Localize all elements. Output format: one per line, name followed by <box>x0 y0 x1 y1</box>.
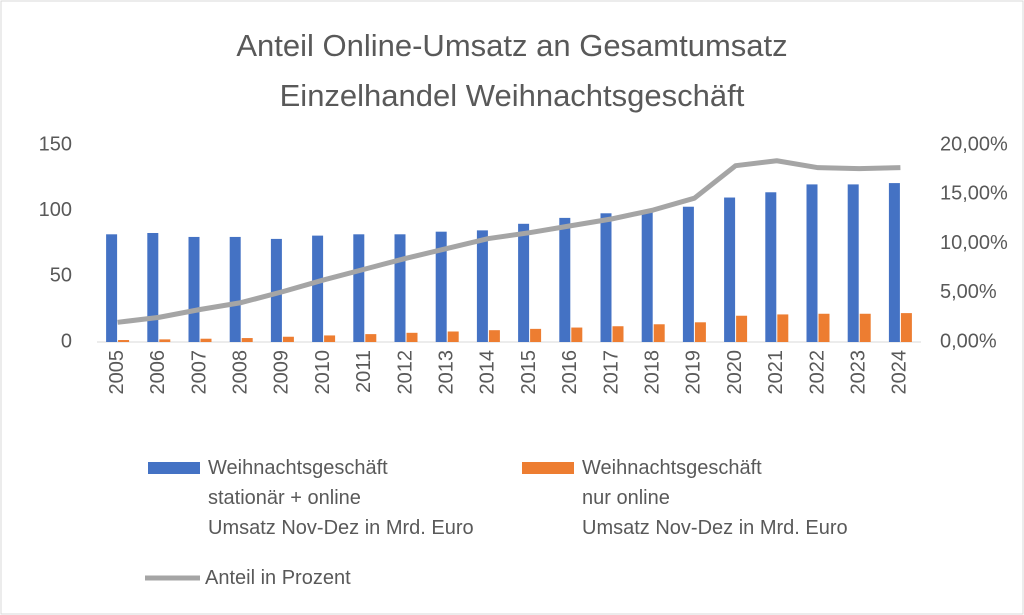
x-tick-label: 2019 <box>683 350 705 395</box>
x-tick-label: 2005 <box>106 350 128 395</box>
bar <box>818 313 830 342</box>
x-tick-label: 2009 <box>271 350 293 395</box>
bar <box>847 184 859 342</box>
bar <box>394 234 406 342</box>
bar <box>435 231 447 342</box>
bar <box>447 331 459 342</box>
x-tick-label: 2006 <box>147 350 169 395</box>
bar <box>406 332 418 342</box>
bar <box>806 184 818 342</box>
bar <box>530 328 542 342</box>
chart-title: Anteil Online-Umsatz an Gesamtumsatz <box>236 28 787 63</box>
legend-label: Weihnachtsgeschäft stationär + online Um… <box>208 457 474 539</box>
y2-tick-label: 20,00% <box>940 133 1008 155</box>
bar <box>777 314 789 342</box>
x-tick-label: 2011 <box>353 350 375 393</box>
bar <box>859 313 871 342</box>
bar <box>229 236 241 342</box>
bar <box>159 339 171 342</box>
y2-tick-label: 15,00% <box>940 183 1008 205</box>
x-tick-label: 2014 <box>477 350 499 395</box>
bar <box>476 230 488 342</box>
x-tick-label: 2010 <box>312 350 334 395</box>
y-tick-label: 100 <box>39 199 72 221</box>
bar <box>365 334 377 342</box>
chart-subtitle: Einzelhandel Weihnachtsgeschäft <box>280 78 745 113</box>
x-tick-label: 2023 <box>847 350 869 395</box>
bar <box>200 338 212 342</box>
bar <box>353 234 365 342</box>
line <box>117 158 901 325</box>
legend-label: Anteil in Prozent <box>205 567 351 589</box>
x-tick-label: 2021 <box>765 350 787 395</box>
x-tick-label: 2013 <box>435 350 457 395</box>
legend-swatch <box>148 462 200 474</box>
bar <box>559 217 571 342</box>
bar <box>900 313 912 342</box>
legend-label: Weihnachtsgeschäft nur online Umsatz Nov… <box>582 457 848 539</box>
y2-tick-label: 5,00% <box>940 281 997 303</box>
y2-tick-label: 0,00% <box>940 330 997 352</box>
bar <box>270 238 282 342</box>
bar <box>888 183 900 342</box>
bar <box>694 322 706 342</box>
bar <box>518 223 530 342</box>
bar <box>324 335 336 342</box>
y-tick-label: 0 <box>61 330 72 352</box>
bar <box>312 235 324 342</box>
bar <box>682 206 694 342</box>
bar <box>106 234 118 342</box>
bar <box>653 324 665 342</box>
x-tick-label: 2012 <box>394 350 416 395</box>
bar <box>765 192 777 342</box>
bar <box>612 326 624 342</box>
y-tick-label: 50 <box>50 265 72 287</box>
bar <box>241 338 253 342</box>
bar <box>736 315 748 342</box>
bar <box>724 197 736 342</box>
x-tick-label: 2008 <box>229 350 251 395</box>
x-tick-label: 2017 <box>600 350 622 395</box>
bar <box>118 340 130 342</box>
bar <box>600 213 612 342</box>
x-tick-label: 2020 <box>724 350 746 395</box>
bar <box>571 327 583 342</box>
bar <box>188 236 200 342</box>
bar <box>147 232 159 342</box>
bar <box>641 210 653 342</box>
legend-swatch <box>522 462 574 474</box>
x-tick-label: 2007 <box>188 350 210 395</box>
x-tick-label: 2018 <box>641 350 663 395</box>
y-tick-label: 150 <box>39 133 72 155</box>
y2-tick-label: 10,00% <box>940 232 1008 254</box>
x-tick-label: 2016 <box>559 350 581 395</box>
x-tick-label: 2015 <box>518 350 540 395</box>
x-tick-label: 2024 <box>889 350 911 395</box>
x-tick-label: 2022 <box>806 350 828 395</box>
bar <box>488 330 500 342</box>
bar <box>282 336 294 342</box>
